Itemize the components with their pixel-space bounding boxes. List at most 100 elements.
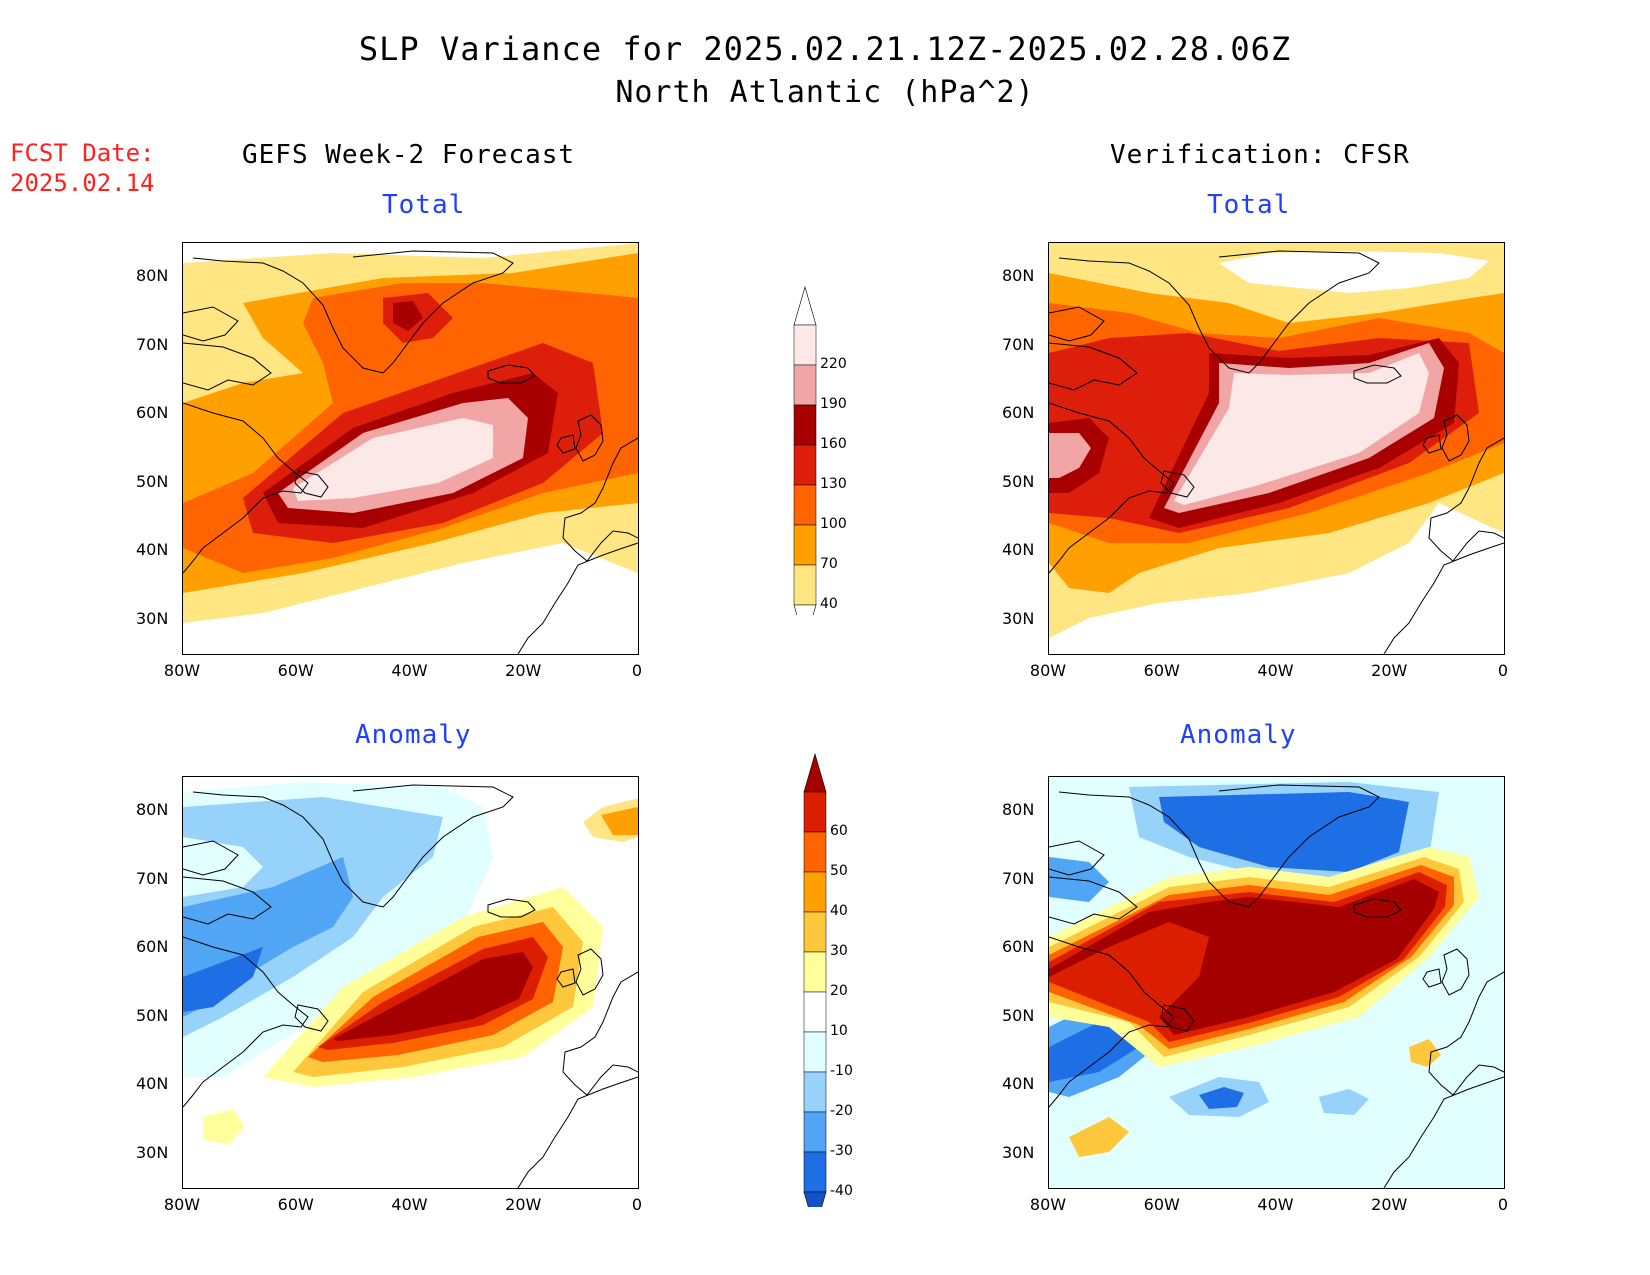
forecast-total-lon-label: 80W (163, 661, 201, 680)
verification-total-lon-label: 40W (1257, 661, 1294, 680)
forecast-total-lat-label: 50N (136, 471, 169, 491)
forecast-total-lon-label: 0 (631, 661, 643, 680)
colorbar-total-label: 70 (820, 556, 838, 572)
verification-total-lat-label: 50N (1002, 471, 1035, 491)
verification-total-lon-label: 0 (1497, 661, 1509, 680)
forecast-anomaly-lat-label: 60N (136, 937, 169, 957)
forecast-total-lon-label: 40W (391, 661, 428, 680)
verification-total-map (1049, 243, 1504, 654)
colorbar-anomaly-label: 40 (830, 903, 848, 919)
verification-anomaly-lon-label: 0 (1497, 1195, 1509, 1214)
colorbar-total-label: 190 (820, 396, 847, 412)
forecast-date-label: FCST Date: (10, 139, 155, 167)
colorbar-anomaly-swatch (803, 991, 827, 1033)
colorbar-anomaly-bottom-extension (803, 1191, 827, 1207)
verification-anomaly-lat-label: 80N (1002, 800, 1035, 820)
forecast-total-map (183, 243, 638, 654)
colorbar-anomaly-swatch (803, 951, 827, 993)
colorbar-anomaly-label: -40 (830, 1183, 853, 1199)
colorbar-anomaly-label: -10 (830, 1063, 853, 1079)
forecast-anomaly-map (183, 777, 638, 1188)
forecast-total-lat-label: 70N (136, 334, 169, 354)
colorbar-anomaly-label: 30 (830, 943, 848, 959)
colorbar-anomaly-label: -20 (830, 1103, 853, 1119)
forecast-anomaly-lat-label: 70N (136, 868, 169, 888)
colorbar-anomaly-label: 50 (830, 863, 848, 879)
colorbar-anomaly-swatch (803, 1071, 827, 1113)
map-panel-verification-anomaly (1048, 776, 1505, 1189)
forecast-anomaly-lon-label: 80W (163, 1195, 201, 1214)
colorbar-anomaly-label: -30 (830, 1143, 853, 1159)
colorbar-anomaly-swatch (803, 1111, 827, 1153)
colorbar-anomaly (803, 752, 827, 1207)
colorbar-anomaly-label: 10 (830, 1023, 848, 1039)
forecast-total-lon-label: 60W (277, 661, 314, 680)
verification-anomaly-lat-label: 70N (1002, 868, 1035, 888)
colorbar-anomaly-top-extension (803, 752, 827, 793)
forecast-total-lon-label: 20W (505, 661, 542, 680)
forecast-total-lat-label: 30N (136, 608, 169, 628)
verification-total-lat-label: 80N (1002, 266, 1035, 286)
map-panel-forecast-total (182, 242, 639, 655)
colorbar-total-top-extension (793, 285, 817, 326)
forecast-total-lat-label: 80N (136, 266, 169, 286)
verification-anomaly-lat-label: 40N (1002, 1074, 1035, 1094)
map-panel-forecast-anomaly (182, 776, 639, 1189)
verification-anomaly-lat-label: 60N (1002, 937, 1035, 957)
colorbar-total-bottom-extension (793, 604, 817, 615)
verification-anomaly-lon-label: 40W (1257, 1195, 1294, 1214)
colorbar-anomaly-swatch (803, 831, 827, 873)
forecast-anomaly-lat-label: 40N (136, 1074, 169, 1094)
figure-subtitle: North Atlantic (hPa^2) (615, 75, 1035, 110)
colorbar-total-label: 220 (820, 356, 847, 372)
colorbar-total-swatch (793, 524, 817, 566)
colorbar-anomaly-swatch (803, 791, 827, 833)
left-column-title: GEFS Week-2 Forecast (242, 140, 576, 170)
right-column-title: Verification: CFSR (1110, 140, 1410, 170)
verification-anomaly-lon-label: 60W (1143, 1195, 1180, 1214)
colorbar-total-label: 160 (820, 436, 847, 452)
verification-anomaly-lat-label: 50N (1002, 1005, 1035, 1025)
forecast-date-block: FCST Date: 2025.02.14 (10, 138, 155, 198)
colorbar-total-swatch (793, 444, 817, 486)
colorbar-total-swatch (793, 324, 817, 366)
colorbar-total-label: 100 (820, 516, 847, 532)
forecast-total-lat-label: 60N (136, 403, 169, 423)
colorbar-total-swatch (793, 404, 817, 446)
colorbar-total-label: 40 (820, 596, 838, 612)
colorbar-anomaly-label: 20 (830, 983, 848, 999)
forecast-anomaly-lon-label: 40W (391, 1195, 428, 1214)
panel-title-forecast-anomaly: Anomaly (355, 720, 472, 750)
colorbar-total-label: 130 (820, 476, 847, 492)
verification-anomaly-lon-label: 20W (1371, 1195, 1408, 1214)
forecast-anomaly-lat-label: 50N (136, 1005, 169, 1025)
verification-total-lon-label: 80W (1029, 661, 1067, 680)
panel-title-forecast-total: Total (382, 190, 466, 220)
colorbar-anomaly-swatch (803, 871, 827, 913)
verification-anomaly-lat-label: 30N (1002, 1142, 1035, 1162)
forecast-anomaly-lon-label: 20W (505, 1195, 542, 1214)
verification-total-lat-label: 30N (1002, 608, 1035, 628)
verification-total-lon-label: 60W (1143, 661, 1180, 680)
colorbar-total-swatch (793, 564, 817, 606)
forecast-total-lat-label: 40N (136, 540, 169, 560)
colorbar-anomaly-swatch (803, 1151, 827, 1193)
colorbar-total (793, 285, 817, 615)
forecast-anomaly-lat-label: 80N (136, 800, 169, 820)
colorbar-total-swatch (793, 364, 817, 406)
verification-total-lon-label: 20W (1371, 661, 1408, 680)
verification-total-lat-label: 70N (1002, 334, 1035, 354)
colorbar-total-swatch (793, 484, 817, 526)
verification-total-lat-label: 60N (1002, 403, 1035, 423)
verification-anomaly-map (1049, 777, 1504, 1188)
panel-title-verification-anomaly: Anomaly (1180, 720, 1297, 750)
map-panel-verification-total (1048, 242, 1505, 655)
figure-title: SLP Variance for 2025.02.21.12Z-2025.02.… (358, 30, 1292, 68)
verification-total-lat-label: 40N (1002, 540, 1035, 560)
forecast-date-value: 2025.02.14 (10, 169, 155, 197)
colorbar-anomaly-label: 60 (830, 823, 848, 839)
panel-title-verification-total: Total (1207, 190, 1291, 220)
forecast-anomaly-lon-label: 60W (277, 1195, 314, 1214)
forecast-anomaly-lon-label: 0 (631, 1195, 643, 1214)
verification-anomaly-lon-label: 80W (1029, 1195, 1067, 1214)
